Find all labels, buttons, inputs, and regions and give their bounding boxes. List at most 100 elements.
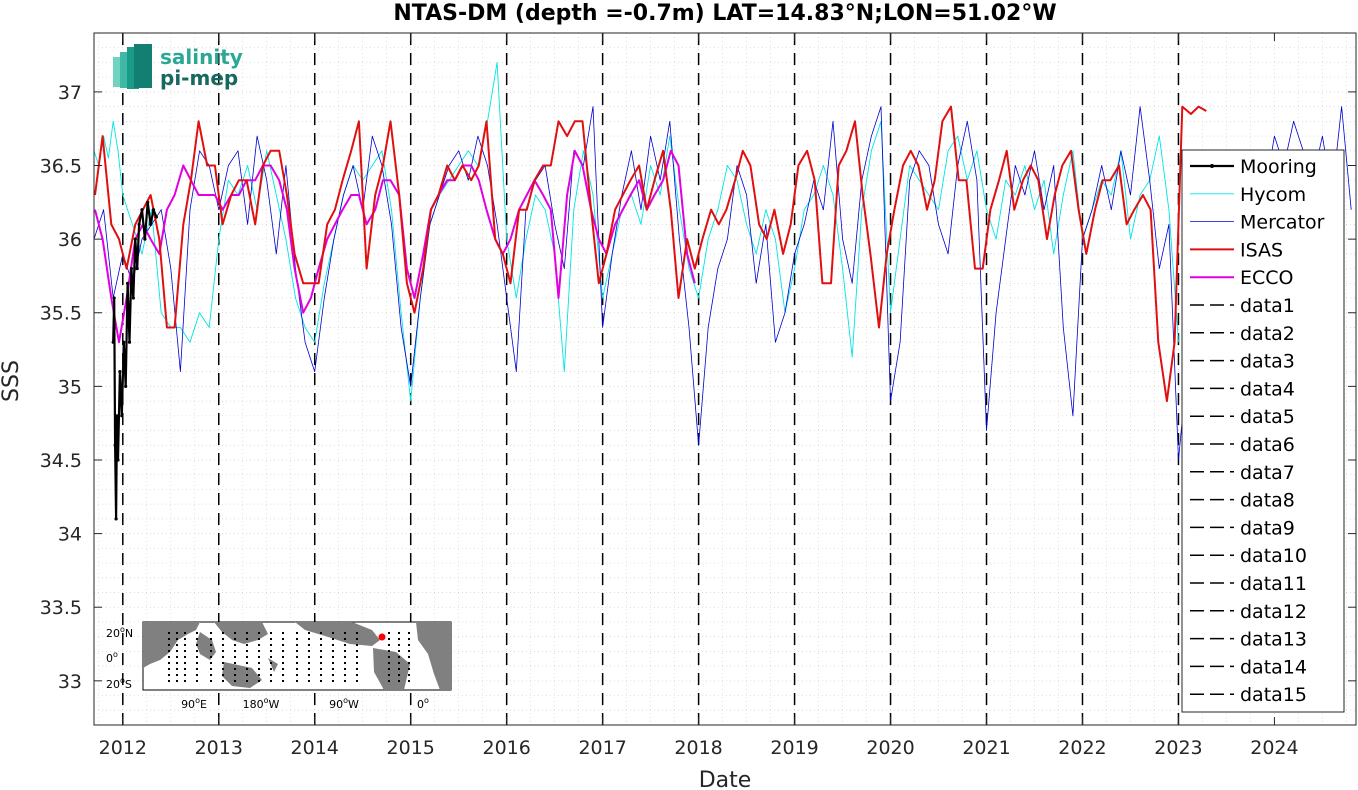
legend: Mooring Hycom Mercator ISAS ECCO data1 data2 da… — [1181, 149, 1345, 713]
inset-buoy-marker — [388, 650, 390, 652]
inset-buoy-marker — [282, 662, 284, 664]
inset-buoy-marker — [210, 632, 212, 634]
inset-buoy-marker — [408, 644, 410, 646]
y-axis-label: SSS — [0, 360, 24, 402]
inset-buoy-marker — [196, 632, 198, 634]
inset-buoy-marker — [222, 650, 224, 652]
legend-entry-label: data11 — [1240, 573, 1307, 595]
inset-buoy-marker — [258, 674, 260, 676]
inset-buoy-marker — [282, 680, 284, 682]
inset-buoy-marker — [246, 638, 248, 640]
inset-buoy-marker — [258, 662, 260, 664]
inset-buoy-marker — [270, 644, 272, 646]
logo-line2: pi-mep — [160, 66, 238, 90]
inset-buoy-marker — [234, 674, 236, 676]
legend-entry-label: data12 — [1240, 601, 1307, 623]
inset-buoy-marker — [168, 662, 170, 664]
mooring-point — [120, 414, 124, 418]
inset-buoy-marker — [408, 680, 410, 682]
mooring-point — [131, 296, 135, 300]
mooring-point — [114, 517, 118, 521]
inset-buoy-marker — [308, 674, 310, 676]
inset-buoy-marker — [308, 638, 310, 640]
inset-buoy-marker — [234, 668, 236, 670]
inset-buoy-marker — [210, 650, 212, 652]
inset-buoy-marker — [210, 662, 212, 664]
inset-buoy-marker — [344, 662, 346, 664]
inset-buoy-marker — [388, 680, 390, 682]
inset-buoy-marker — [246, 674, 248, 676]
mooring-point — [149, 222, 153, 227]
inset-buoy-marker — [222, 656, 224, 658]
legend-entry-label: data8 — [1240, 490, 1295, 512]
inset-buoy-marker — [398, 644, 400, 646]
mooring-point — [143, 237, 147, 241]
inset-buoy-marker — [184, 638, 186, 640]
inset-buoy-marker — [296, 632, 298, 634]
legend-entry-label: data6 — [1240, 434, 1295, 456]
inset-buoy-marker — [184, 644, 186, 646]
legend-entry-label: data10 — [1240, 545, 1307, 567]
plot-frame — [93, 32, 1357, 726]
inset-buoy-marker — [398, 674, 400, 676]
inset-buoy-marker — [168, 644, 170, 646]
legend-entry-label: Mercator — [1240, 212, 1325, 234]
inset-buoy-marker — [176, 644, 178, 646]
inset-buoy-marker — [210, 644, 212, 646]
inset-buoy-marker — [308, 650, 310, 652]
inset-buoy-marker — [398, 680, 400, 682]
inset-buoy-marker — [246, 632, 248, 634]
inset-buoy-marker — [258, 638, 260, 640]
inset-landmass — [373, 648, 410, 690]
inset-buoy-marker — [320, 650, 322, 652]
inset-buoy-marker — [344, 644, 346, 646]
mooring-point — [115, 414, 119, 418]
x-tick-label: 2014 — [291, 737, 339, 759]
inset-buoy-marker — [320, 656, 322, 658]
inset-buoy-marker — [408, 668, 410, 670]
legend-entry-label: data15 — [1240, 684, 1307, 706]
inset-buoy-marker — [196, 662, 198, 664]
inset-buoy-marker — [398, 638, 400, 640]
inset-buoy-marker — [176, 680, 178, 682]
mooring-point — [129, 266, 134, 271]
inset-lon-label: 90oE — [181, 696, 207, 711]
inset-buoy-marker — [356, 638, 358, 640]
inset-buoy-marker — [320, 644, 322, 646]
inset-buoy-marker — [184, 668, 186, 670]
x-tick-label: 2019 — [770, 737, 818, 759]
inset-buoy-marker — [234, 650, 236, 652]
inset-buoy-marker — [320, 662, 322, 664]
inset-buoy-marker — [234, 632, 236, 634]
inset-buoy-marker — [222, 668, 224, 670]
legend-entry-label: data3 — [1240, 351, 1295, 373]
inset-buoy-marker — [176, 662, 178, 664]
inset-buoy-marker — [246, 644, 248, 646]
mooring-point — [151, 208, 156, 212]
inset-buoy-marker — [270, 662, 272, 664]
inset-buoy-marker — [270, 680, 272, 682]
inset-buoy-marker — [320, 668, 322, 670]
inset-buoy-marker — [398, 650, 400, 652]
mooring-point — [127, 340, 132, 344]
legend-entry-label: data5 — [1240, 406, 1295, 428]
mooring-point — [124, 384, 128, 388]
inset-buoy-marker — [388, 638, 390, 640]
inset-buoy-marker — [320, 632, 322, 634]
inset-buoy-marker — [408, 632, 410, 634]
x-tick-label: 2018 — [674, 737, 722, 759]
plot-area: 2012 2013 2014 2015 2016 2017 2018 2019 2020 2021… — [40, 32, 1357, 759]
inset-buoy-marker — [308, 680, 310, 682]
mooring-point — [135, 266, 139, 271]
inset-buoy-marker — [356, 644, 358, 646]
inset-buoy-marker — [176, 638, 178, 640]
legend-entry-label: data4 — [1240, 378, 1295, 400]
series-line-ecco — [94, 149, 696, 344]
y-tick-label: 33 — [58, 671, 82, 693]
inset-buoy-marker — [356, 656, 358, 658]
inset-buoy-marker — [246, 650, 248, 652]
inset-buoy-marker — [270, 638, 272, 640]
inset-buoy-marker — [168, 632, 170, 634]
mooring-point — [113, 443, 117, 447]
